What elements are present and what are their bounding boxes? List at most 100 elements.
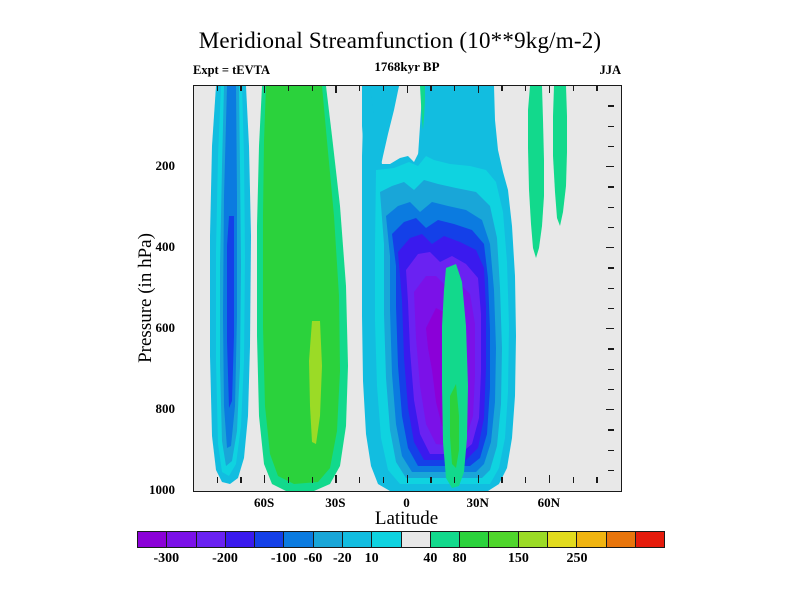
x-tick [453, 477, 456, 483]
colorbar-cell [606, 532, 636, 547]
colorbar-cell [342, 532, 373, 547]
colorbar-tick-label: 80 [452, 551, 467, 566]
colorbar-tick-label: -60 [303, 551, 323, 566]
x-tick-label: 60S [254, 495, 275, 510]
x-tick [287, 85, 290, 91]
colorbar-tick-label: 10 [364, 551, 379, 566]
x-tick-label: 60N [537, 495, 561, 510]
x-tick-label: 30S [325, 495, 346, 510]
y-tick-label: 1000 [149, 482, 175, 497]
x-tick [477, 475, 479, 483]
page-title: Meridional Streamfunction (10**9kg/m-2) [198, 28, 602, 53]
x-tick [335, 85, 337, 93]
colorbar-cell [196, 532, 226, 547]
colorbar-cell [489, 532, 519, 547]
colorbar-tick-label: 250 [566, 551, 588, 566]
colorbar-cell [138, 532, 168, 547]
y-tick [606, 247, 614, 249]
x-axis-title: Latitude [374, 508, 439, 529]
colorbar-tick-label: -20 [332, 551, 352, 566]
colorbar-tick-label: 40 [423, 551, 438, 566]
y-tick [608, 368, 614, 370]
colorbar-cell [577, 532, 607, 547]
colorbar-cell [313, 532, 343, 547]
x-tick [216, 85, 219, 91]
subtitle-row: Expt = tEVTA 1768kyr BP JJA [193, 59, 621, 79]
x-tick [548, 475, 551, 483]
y-tick [608, 307, 614, 310]
x-tick [240, 85, 242, 91]
x-tick-label: 0 [403, 495, 410, 510]
x-tick [382, 477, 385, 483]
x-tick [501, 85, 503, 91]
colorbar-cell [518, 532, 548, 547]
x-tick [548, 85, 551, 93]
x-tick [287, 477, 290, 483]
colorbar-cell [635, 532, 665, 547]
colorbar [137, 531, 665, 548]
colorbar-cell [284, 532, 314, 547]
colorbar-cell [255, 532, 285, 547]
x-tick [240, 477, 242, 483]
y-tick [608, 287, 614, 289]
y-tick [608, 388, 614, 391]
colorbar-cell [460, 532, 490, 547]
colorbar-cell [547, 532, 578, 547]
y-tick [606, 328, 614, 330]
colorbar-cell [167, 532, 197, 547]
x-tick [572, 85, 574, 91]
x-tick [216, 477, 219, 483]
colorbar-labels: -300 -200 -100 -60 -20 10 40 80 150 250 [137, 551, 665, 569]
y-axis-title: Pressure (in hPa) [135, 233, 156, 363]
y-tick-label: 200 [155, 158, 176, 173]
x-tick [311, 85, 313, 91]
colorbar-cell [430, 532, 461, 547]
x-tick [335, 475, 337, 483]
x-tick [572, 477, 574, 483]
y-tick-label: 600 [155, 320, 176, 335]
colorbar-cell [372, 532, 402, 547]
x-tick [359, 85, 361, 91]
y-tick [608, 429, 614, 431]
y-tick [608, 348, 614, 350]
x-tick [264, 85, 266, 93]
x-tick [525, 85, 527, 91]
x-tick [430, 477, 432, 483]
x-tick-label: 30N [466, 495, 489, 510]
colorbar-tick-label: 150 [507, 551, 529, 566]
x-tick [406, 475, 408, 483]
contour-plot-area [193, 85, 622, 492]
y-tick [608, 469, 614, 472]
x-tick [406, 85, 408, 93]
colorbar-tick-label: -100 [270, 551, 297, 566]
colorbar-tick-label: -300 [153, 551, 180, 566]
season-label: JJA [599, 63, 621, 77]
x-tick [264, 475, 266, 483]
y-tick [608, 449, 614, 451]
x-tick [382, 85, 385, 91]
y-tick [608, 105, 614, 107]
y-tick-label: 800 [155, 401, 176, 416]
y-tick [606, 409, 614, 411]
y-tick [606, 166, 614, 168]
x-tick [596, 85, 598, 91]
x-tick [359, 477, 361, 483]
colorbar-cell [225, 532, 256, 547]
x-tick [525, 477, 527, 483]
y-tick [608, 267, 614, 269]
y-tick [608, 125, 614, 127]
epoch-label: 1768kyr BP [374, 59, 440, 74]
experiment-label: Expt = tEVTA [193, 63, 271, 77]
y-tick [608, 226, 614, 229]
y-tick [608, 145, 614, 148]
x-tick [596, 477, 598, 483]
streamfunction-contour-field [210, 86, 567, 491]
x-tick [477, 85, 479, 93]
y-tick-label: 400 [155, 239, 176, 254]
x-tick [311, 477, 313, 483]
x-tick [501, 477, 503, 483]
colorbar-tick-label: -200 [212, 551, 238, 566]
colorbar-cell [401, 532, 431, 547]
x-tick [430, 85, 432, 91]
y-tick [608, 206, 614, 208]
